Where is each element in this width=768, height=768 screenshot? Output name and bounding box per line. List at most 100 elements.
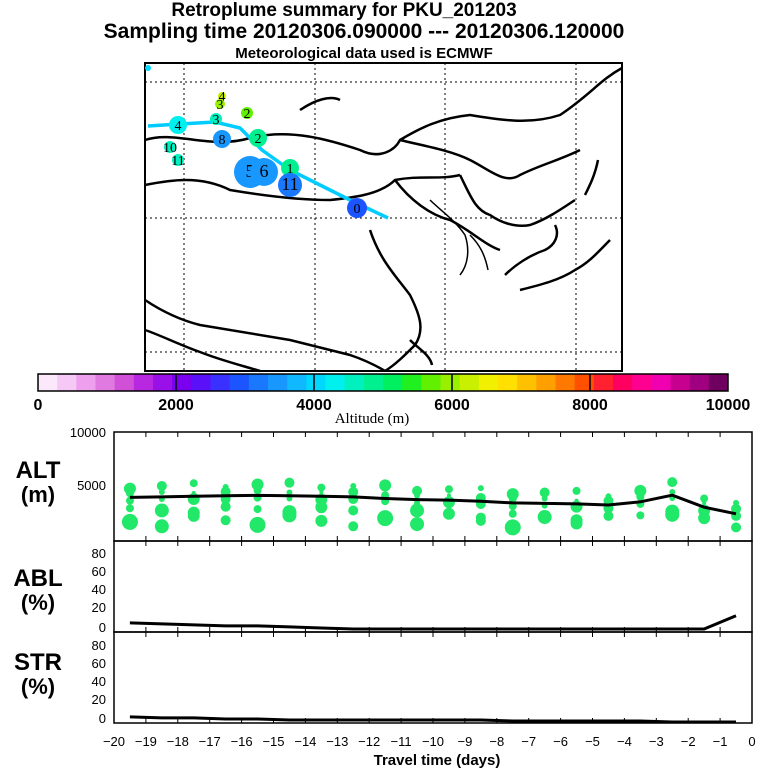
plume-marker-label: 1	[287, 162, 294, 177]
alt-dot	[189, 479, 198, 488]
alt-dot	[442, 507, 455, 520]
receptor-marker	[145, 65, 151, 71]
colorbar-swatch	[402, 374, 422, 391]
panel-tick-marks	[113, 432, 753, 723]
alt-dot	[446, 493, 451, 498]
alt-dot	[669, 488, 676, 495]
colorbar-swatch	[459, 374, 480, 391]
alt-dot	[410, 503, 425, 518]
x-tick-label: −1	[713, 734, 728, 749]
abl-tick-40: 40	[92, 582, 106, 597]
colorbar-swatch	[306, 374, 326, 391]
alt-dot	[251, 478, 264, 491]
plume-marker-label: 10	[163, 141, 177, 156]
colorbar-swatch	[344, 374, 365, 391]
plume-marker-circle	[241, 107, 253, 119]
alt-dot	[249, 516, 266, 533]
colorbar-tick-label: 10000	[706, 397, 751, 414]
alt-dot	[698, 512, 711, 525]
abl-unit: (%)	[21, 590, 55, 615]
alt-dot	[475, 515, 486, 526]
x-tick-label: −18	[167, 734, 189, 749]
alt-dot	[220, 501, 231, 512]
colorbar-swatch	[517, 374, 537, 391]
colorbar-swatch	[114, 374, 135, 391]
alt-dot	[121, 513, 138, 530]
alt-dot	[282, 508, 297, 523]
plume-marker-label: 11	[281, 174, 298, 194]
plume-marker-circle	[249, 129, 267, 147]
alt-dot	[284, 477, 295, 488]
plume-marker-circle	[169, 116, 187, 134]
plume-marker-label: 6	[260, 161, 269, 181]
alt-dot	[187, 509, 200, 522]
alt-dot	[125, 504, 134, 513]
colorbar-swatch	[229, 374, 250, 391]
alt-tick-5000: 5000	[77, 478, 106, 493]
abl-tick-20: 20	[92, 600, 106, 615]
alt-dot	[603, 510, 614, 521]
colorbar-swatch	[95, 374, 116, 391]
colorbar-swatch	[268, 374, 288, 391]
plume-marker-circle	[172, 154, 184, 166]
alt-dot	[570, 517, 583, 530]
met-data-note: Meteorological data used is ECMWF	[235, 45, 493, 62]
colorbar-frame	[37, 373, 729, 392]
x-tick-label: −11	[391, 734, 412, 749]
plume-marker-circle	[210, 113, 222, 125]
alt-dot	[315, 514, 328, 527]
plume-marker-label: 11	[171, 154, 184, 169]
colorbar-swatch	[440, 374, 461, 391]
colorbar-swatch	[536, 374, 556, 391]
time-series-panels: ALT (m) ABL (%) STR (%) 10000 5000 80 60…	[13, 425, 755, 768]
colorbar-dividers	[175, 374, 591, 391]
colorbar-swatch	[632, 374, 652, 391]
colorbar-swatch	[153, 374, 173, 391]
colorbar-swatch	[670, 374, 691, 391]
plume-marker-circle	[281, 159, 299, 177]
alt-dots	[121, 477, 742, 536]
str-tick-20: 20	[92, 692, 106, 707]
alt-dot	[665, 507, 680, 522]
colorbar-swatch	[325, 374, 346, 391]
alt-dot	[508, 494, 517, 503]
colorbar-tick-labels: 0 2000 4000 6000 8000 10000	[34, 397, 751, 414]
str-tick-60: 60	[92, 656, 106, 671]
x-tick-label: −2	[681, 734, 696, 749]
plume-marker-label: 4	[175, 119, 182, 134]
plume-marker-label: 5	[246, 161, 255, 181]
alt-dot	[731, 522, 742, 533]
abl-label: ABL	[13, 565, 62, 592]
str-tick-80: 80	[92, 638, 106, 653]
colorbar-swatch	[248, 374, 269, 391]
plume-marker-label: 0	[354, 202, 361, 217]
str-series-line	[129, 715, 736, 724]
alt-dot	[414, 492, 421, 499]
alt-dot	[410, 517, 425, 532]
x-axis-label: Travel time (days)	[374, 752, 501, 768]
colorbar-swatch	[421, 374, 441, 391]
colorbar-swatch	[287, 374, 307, 391]
colorbar-swatch	[613, 374, 633, 391]
plume-marker-circle	[215, 99, 225, 109]
plume-marker-label: 2	[244, 107, 251, 122]
colorbar-tick-label: 6000	[434, 397, 470, 414]
x-tick-label: −13	[326, 734, 348, 749]
alt-dot	[702, 501, 707, 506]
alt-dot	[220, 515, 231, 526]
alt-dot	[412, 485, 423, 496]
colorbar-swatch	[172, 374, 192, 391]
x-tick-label: −8	[489, 734, 504, 749]
plume-marker-label: 2	[255, 132, 262, 147]
alt-series-line	[129, 493, 737, 516]
alt-dot	[572, 486, 581, 495]
plume-marker-label: 4	[219, 90, 226, 105]
alt-dot	[379, 479, 392, 492]
alt-dot	[508, 509, 517, 518]
plume-marker-label: 3	[217, 98, 224, 113]
abl-tick-0: 0	[99, 620, 106, 635]
x-tick-label: −15	[262, 734, 284, 749]
alt-dot	[442, 496, 455, 509]
